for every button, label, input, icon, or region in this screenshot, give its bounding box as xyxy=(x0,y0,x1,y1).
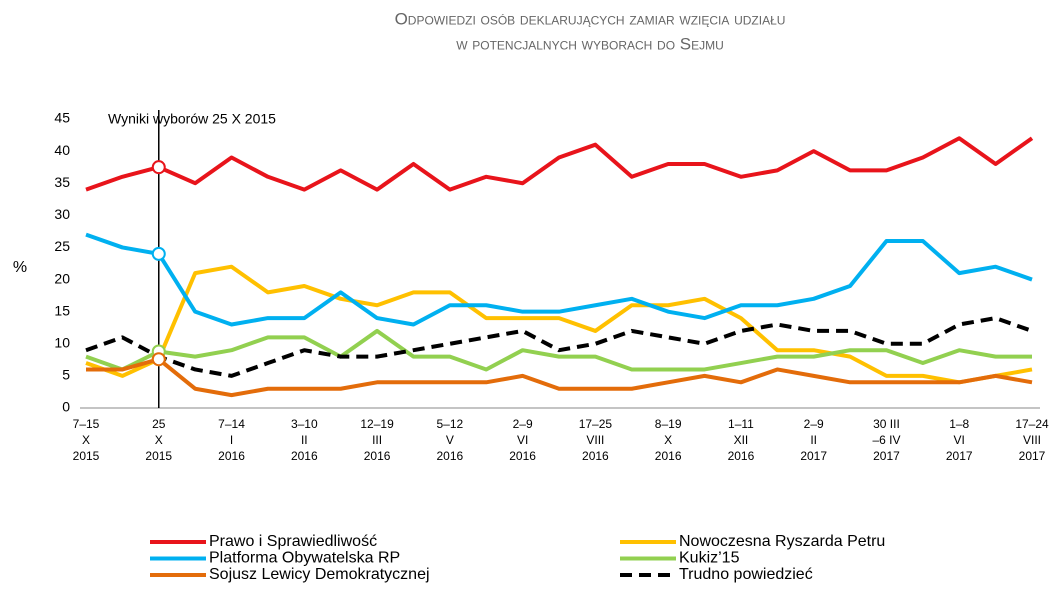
series-line xyxy=(85,328,1032,372)
x-tick-label: 7–14 xyxy=(218,417,245,431)
x-tick-label: VIII xyxy=(586,433,604,447)
x-tick-label: 5–12 xyxy=(436,417,463,431)
legend-label: Kukiz’15 xyxy=(679,550,740,567)
y-axis-label: % xyxy=(13,259,27,276)
legend-label: Trudno powiedzieć xyxy=(679,566,813,583)
x-tick-label: V xyxy=(446,433,454,447)
marker xyxy=(151,160,166,175)
x-tick-label: 3–10 xyxy=(291,417,318,431)
x-tick-label: 2017 xyxy=(873,449,900,463)
x-tick-label: 25 xyxy=(152,417,166,431)
y-tick-label: 25 xyxy=(54,238,70,254)
x-tick-label: 7–15 xyxy=(73,417,100,431)
series-line xyxy=(85,136,1034,192)
y-tick-label: 20 xyxy=(54,270,70,286)
x-tick-label: X xyxy=(664,433,672,447)
x-tick-label: 8–19 xyxy=(655,417,682,431)
x-tick-label: 17–24 xyxy=(1015,417,1049,431)
x-tick-label: XII xyxy=(734,433,749,447)
x-tick-label: 2017 xyxy=(800,449,827,463)
series-line xyxy=(86,357,1033,398)
x-tick-label: 1–8 xyxy=(949,417,969,431)
legend-label: Prawo i Sprawiedliwość xyxy=(209,533,377,550)
x-tick-label: 12–19 xyxy=(360,417,394,431)
x-tick-label: 2016 xyxy=(364,449,391,463)
x-tick-label: 17–25 xyxy=(579,417,613,431)
x-tick-label: –6 IV xyxy=(872,433,900,447)
y-tick-label: 5 xyxy=(62,367,70,383)
legend-label: Platforma Obywatelska RP xyxy=(209,550,400,567)
x-tick-label: 2016 xyxy=(509,449,536,463)
y-tick-label: 30 xyxy=(54,206,70,222)
x-tick-label: VI xyxy=(954,433,965,447)
y-tick-label: 0 xyxy=(62,399,70,415)
x-tick-label: 2–9 xyxy=(804,417,824,431)
x-tick-label: 2016 xyxy=(582,449,609,463)
y-tick-label: 35 xyxy=(54,174,70,190)
legend-label: Nowoczesna Ryszarda Petru xyxy=(679,533,885,550)
marker xyxy=(151,352,166,367)
x-tick-label: II xyxy=(810,433,817,447)
series-line xyxy=(85,264,1033,385)
x-tick-label: 2016 xyxy=(436,449,463,463)
x-tick-label: 2017 xyxy=(1019,449,1046,463)
annotation: Wyniki wyborów 25 X 2015 xyxy=(108,111,276,127)
x-tick-label: 1–11 xyxy=(728,417,754,431)
x-tick-label: X xyxy=(155,433,163,447)
x-tick-label: X xyxy=(82,433,90,447)
chart-title: Odpowiedzi osób deklarujących zamiar wzi… xyxy=(395,9,786,28)
y-tick-label: 40 xyxy=(54,142,70,158)
x-tick-label: II xyxy=(301,433,308,447)
x-tick-label: 2015 xyxy=(145,449,172,463)
x-tick-label: 2016 xyxy=(218,449,245,463)
x-tick-label: 2015 xyxy=(73,449,100,463)
series-line xyxy=(85,232,1033,327)
x-tick-label: I xyxy=(230,433,233,447)
x-tick-label: 30 III xyxy=(873,417,900,431)
x-tick-label: VIII xyxy=(1023,433,1041,447)
x-tick-label: 2016 xyxy=(728,449,755,463)
y-tick-label: 45 xyxy=(54,110,70,126)
chart-title: w potencjalnych wyborach do Sejmu xyxy=(456,34,724,53)
x-tick-label: 2016 xyxy=(291,449,318,463)
x-tick-label: III xyxy=(372,433,382,447)
legend-label: Sojusz Lewicy Demokratycznej xyxy=(209,566,430,583)
y-tick-label: 15 xyxy=(54,302,70,318)
x-tick-label: 2017 xyxy=(946,449,973,463)
marker xyxy=(151,246,166,261)
y-tick-label: 10 xyxy=(54,334,70,350)
x-tick-label: 2016 xyxy=(655,449,682,463)
series-line xyxy=(85,316,1033,378)
x-tick-label: VI xyxy=(517,433,528,447)
x-tick-label: 2–9 xyxy=(513,417,533,431)
